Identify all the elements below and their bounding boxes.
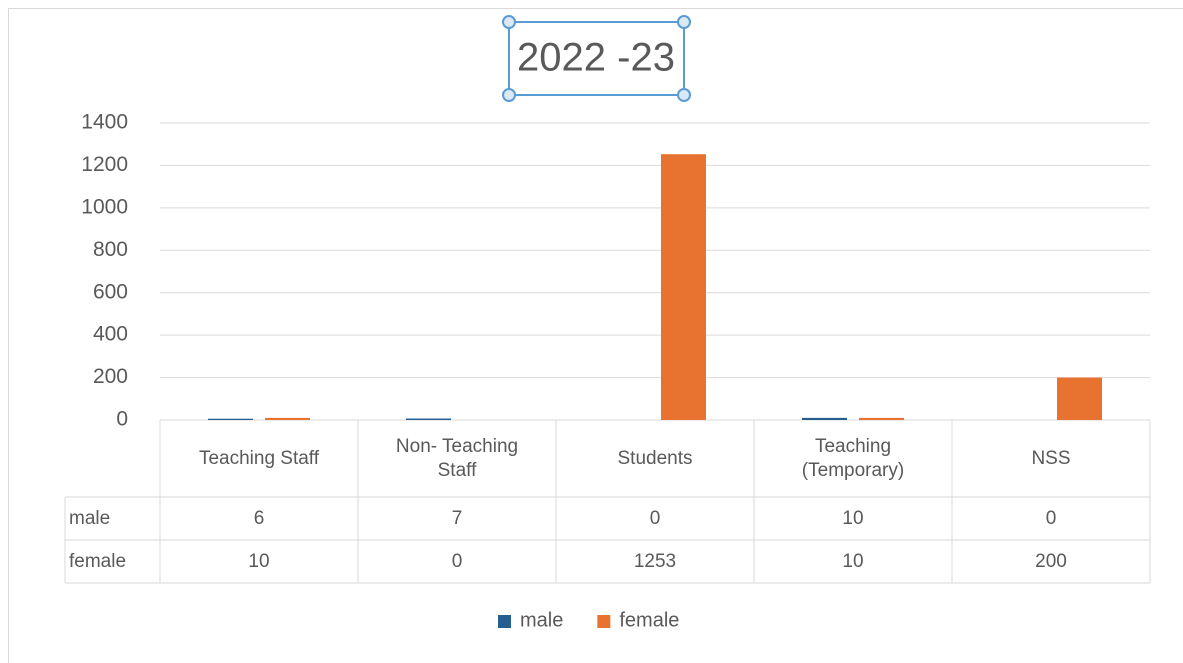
legend-label: female: [619, 609, 679, 631]
chart-title: 2022 -23: [517, 36, 675, 80]
y-tick-label: 200: [93, 365, 128, 388]
row-header-text: female: [69, 550, 127, 572]
table-value-text: 10: [248, 550, 270, 572]
y-tick-label: 800: [93, 238, 128, 261]
handle: [677, 88, 691, 102]
legend-swatch: [597, 615, 611, 628]
legend-swatch: [498, 615, 511, 628]
legend-label: male: [520, 609, 563, 631]
bar: [1057, 377, 1102, 420]
table-value-text: 0: [1045, 507, 1057, 529]
handle: [502, 88, 516, 102]
table-value: 7: [358, 497, 556, 540]
title-selection: [508, 21, 685, 96]
category-label-text: NSS: [1031, 447, 1071, 469]
category-label: Teaching Staff: [160, 420, 358, 497]
y-tick-label: 1200: [81, 153, 128, 176]
table-value-text: 10: [842, 550, 864, 572]
table-value-text: 1253: [633, 550, 677, 572]
table-value: 0: [952, 497, 1150, 540]
handle: [677, 15, 691, 29]
row-header: female: [65, 540, 160, 583]
chart-border: [8, 8, 1183, 663]
table-value: 10: [754, 497, 952, 540]
table-value: 200: [952, 540, 1150, 583]
table-value: 6: [160, 497, 358, 540]
table-value: 10: [754, 540, 952, 583]
bar: [208, 418, 253, 420]
bar: [802, 417, 847, 420]
bar: [406, 418, 451, 420]
table-value-text: 200: [1035, 550, 1067, 572]
table-value: 10: [160, 540, 358, 583]
y-tick-label: 400: [93, 323, 128, 346]
category-label-text: Teaching (Temporary): [801, 435, 905, 481]
category-label: Students: [556, 420, 754, 497]
y-tick-label: 1000: [81, 195, 128, 218]
bar: [265, 417, 310, 420]
handle: [502, 15, 516, 29]
table-value-text: 7: [451, 507, 463, 529]
table-value-text: 6: [253, 507, 265, 529]
table-value: 0: [556, 497, 754, 540]
y-tick-label: 0: [116, 408, 128, 431]
category-label-text: Students: [617, 447, 693, 469]
category-label: Non- Teaching Staff: [358, 420, 556, 497]
table-value-text: 10: [842, 507, 864, 529]
y-tick-label: 600: [93, 280, 128, 303]
category-label-text: Teaching Staff: [198, 447, 320, 469]
category-label-text: Non- Teaching Staff: [395, 435, 519, 481]
table-value: 1253: [556, 540, 754, 583]
bar: [859, 417, 904, 420]
table-value: 0: [358, 540, 556, 583]
row-header-text: male: [69, 507, 111, 529]
category-label: NSS: [952, 420, 1150, 497]
table-value-text: 0: [649, 507, 661, 529]
table-value-text: 0: [451, 550, 463, 572]
y-tick-label: 1400: [81, 111, 128, 134]
category-label: Teaching (Temporary): [754, 420, 952, 497]
row-header: male: [65, 497, 160, 540]
bar: [661, 154, 706, 420]
